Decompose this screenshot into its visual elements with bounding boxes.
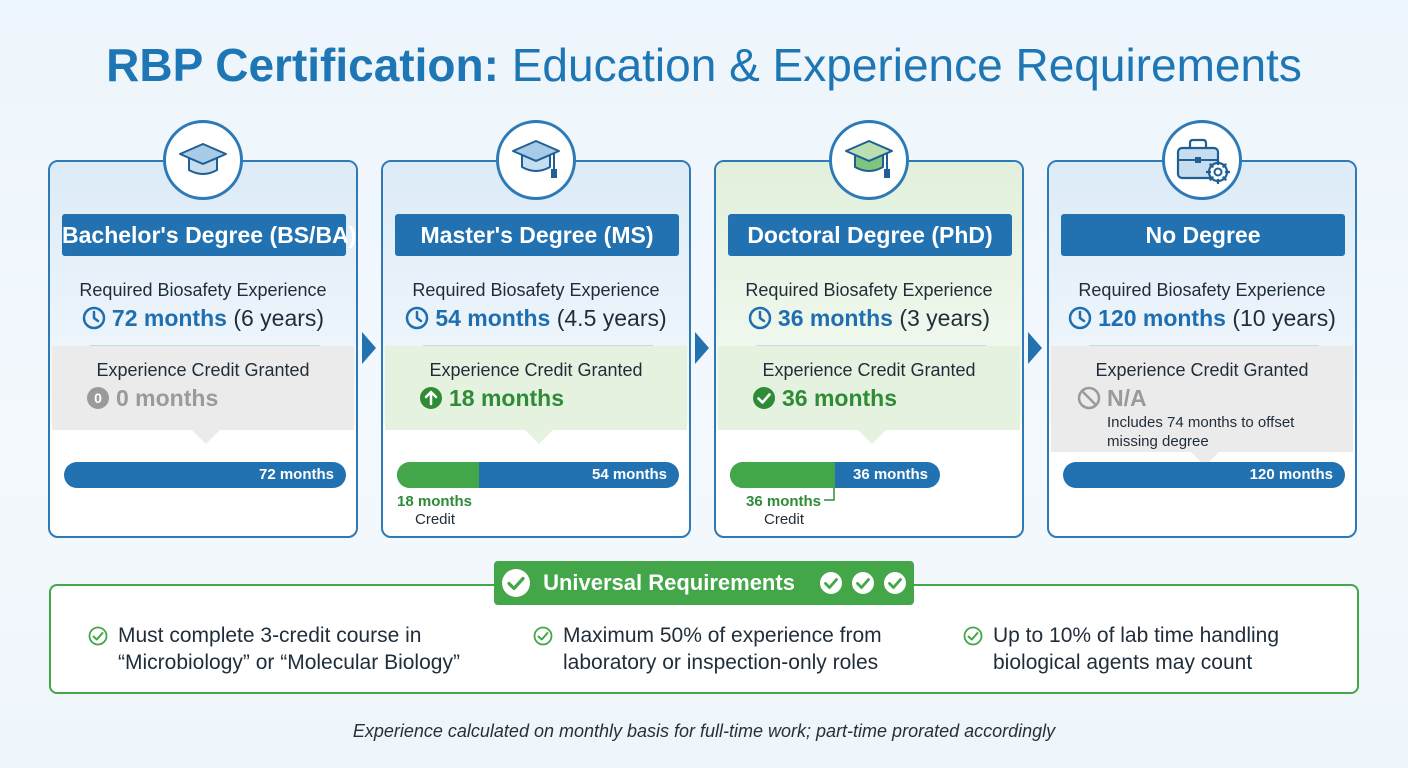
credit-fill (397, 462, 479, 488)
credit-label: Experience Credit Granted (762, 360, 976, 380)
prohibited-icon (1077, 386, 1101, 416)
degree-ribbon: No Degree (1061, 214, 1345, 256)
universal-item: Maximum 50% of experience from laborator… (533, 622, 913, 676)
graduation-cap-green-icon (829, 120, 909, 200)
credit-note: Includes 74 months to offset missing deg… (1107, 414, 1295, 450)
footnote: Experience calculated on monthly basis f… (352, 721, 1056, 741)
experience-bar: 120 months (1063, 462, 1345, 488)
briefcase-gear-icon (1162, 120, 1242, 200)
arrow-up-circle-icon (419, 386, 443, 416)
universal-item: Must complete 3-credit course in “Microb… (88, 622, 468, 676)
bar-credit-label: 18 months Credit (397, 493, 473, 528)
bar-credit-label: 36 months Credit (746, 493, 822, 528)
credit-label: Experience Credit Granted (1095, 360, 1309, 380)
check-circle-outline-icon (963, 626, 983, 653)
check-circle-icon (851, 571, 875, 595)
required-label: Required Biosafety Experience (745, 280, 993, 300)
graduation-cap-icon (163, 120, 243, 200)
credit-label: Experience Credit Granted (429, 360, 643, 380)
check-circle-outline-icon (533, 626, 553, 653)
credit-fill (730, 462, 835, 488)
required-label: Required Biosafety Experience (412, 280, 660, 300)
arrow-right-icon (362, 332, 376, 364)
experience-bar: 36 months (730, 462, 940, 488)
check-circle-icon (819, 571, 843, 595)
experience-bar: 54 months (397, 462, 679, 488)
credit-label: Experience Credit Granted (96, 360, 310, 380)
check-circle-icon (752, 386, 776, 416)
zero-badge-icon: 0 (86, 386, 110, 416)
credit-value: 18 months (419, 385, 564, 416)
clock-icon (1068, 306, 1092, 336)
title-rest: Education & Experience Requirements (511, 39, 1302, 91)
title-bold: RBP Certification: (106, 39, 499, 91)
required-value: 72 months (6 years) (50, 305, 356, 336)
clock-icon (405, 306, 429, 336)
check-circle-outline-icon (88, 626, 108, 653)
check-circle-icon (883, 571, 907, 595)
graduation-cap-tassel-icon (496, 120, 576, 200)
svg-text:0: 0 (94, 390, 102, 406)
clock-icon (748, 306, 772, 336)
check-circle-icon (501, 568, 531, 598)
universal-item: Up to 10% of lab time handling biologica… (963, 622, 1333, 676)
clock-icon (82, 306, 106, 336)
arrow-right-icon (695, 332, 709, 364)
card-masters: Master's Degree (MS) Required Biosafety … (381, 120, 691, 538)
required-label: Required Biosafety Experience (79, 280, 327, 300)
degree-ribbon: Bachelor's Degree (BS/BA) (62, 214, 356, 256)
credit-bracket (824, 488, 835, 501)
required-value: 36 months (3 years) (716, 305, 1022, 336)
required-label: Required Biosafety Experience (1078, 280, 1326, 300)
credit-panel (1051, 346, 1353, 466)
card-no-degree: No Degree Required Biosafety Experience … (1047, 120, 1357, 538)
credit-value: 36 months (752, 385, 897, 416)
degree-ribbon: Doctoral Degree (PhD) (728, 214, 1012, 256)
page-title: RBP Certification: Education & Experienc… (0, 38, 1408, 92)
experience-bar: 72 months (64, 462, 346, 488)
required-value: 120 months (10 years) (1049, 305, 1355, 336)
arrow-right-icon (1028, 332, 1042, 364)
universal-requirements-header: Universal Requirements (494, 561, 914, 605)
card-bachelors: Bachelor's Degree (BS/BA) Required Biosa… (48, 120, 358, 538)
credit-value: N/A (1077, 385, 1147, 416)
required-value: 54 months (4.5 years) (383, 305, 689, 336)
degree-ribbon: Master's Degree (MS) (395, 214, 679, 256)
card-doctoral: Doctoral Degree (PhD) Required Biosafety… (714, 120, 1024, 538)
